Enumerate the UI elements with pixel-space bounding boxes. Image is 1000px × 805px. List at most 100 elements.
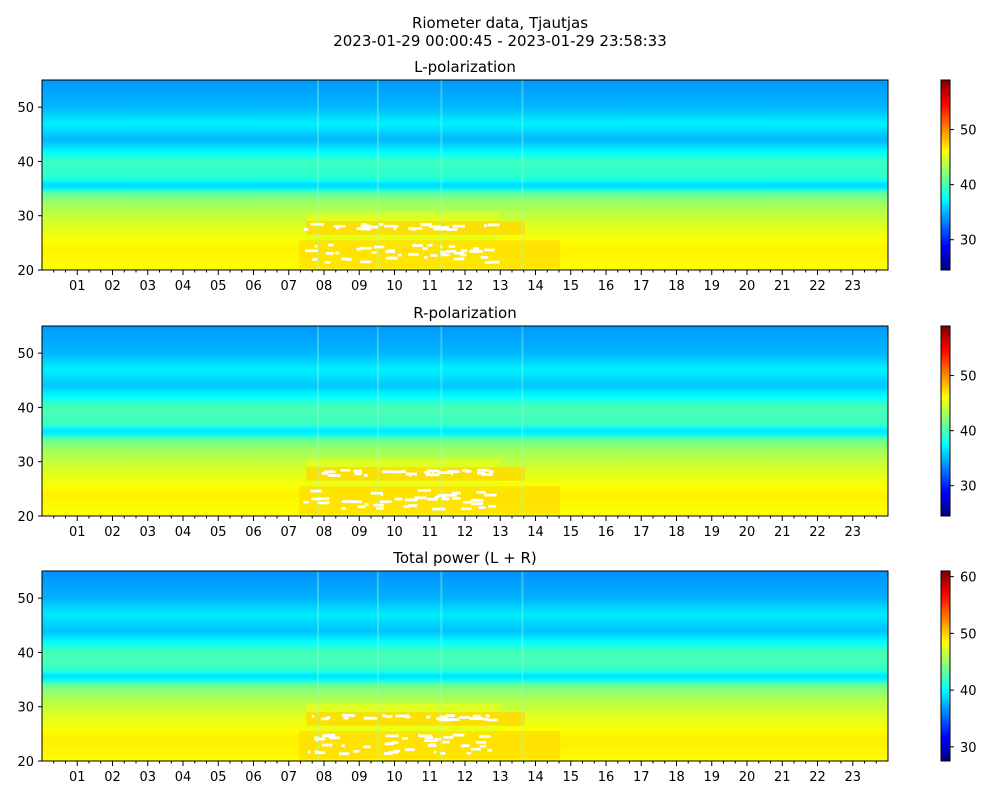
y-tick-label: 20 xyxy=(17,755,34,770)
colorbar-tick-label: 50 xyxy=(960,627,977,642)
x-tick-label: 07 xyxy=(280,279,297,294)
x-tick-label: 05 xyxy=(210,279,227,294)
x-tick-label: 21 xyxy=(774,770,791,785)
saturation-region xyxy=(299,326,561,516)
x-tick-label: 20 xyxy=(739,770,756,785)
x-tick-label: 23 xyxy=(844,279,861,294)
x-tick-label: 13 xyxy=(492,525,509,540)
x-tick-label: 09 xyxy=(351,525,368,540)
colorbar-tick-label: 30 xyxy=(960,741,977,756)
x-tick-label: 15 xyxy=(562,279,579,294)
x-tick-label: 12 xyxy=(457,525,474,540)
y-tick-label: 20 xyxy=(17,264,34,279)
x-tick-label: 22 xyxy=(809,279,826,294)
x-tick-label: 15 xyxy=(562,525,579,540)
x-tick-label: 19 xyxy=(703,279,720,294)
x-tick-label: 14 xyxy=(527,770,544,785)
x-tick-label: 12 xyxy=(457,770,474,785)
x-tick-label: 21 xyxy=(774,279,791,294)
x-tick-label: 04 xyxy=(175,279,192,294)
x-tick-label: 08 xyxy=(316,525,333,540)
x-tick-label: 15 xyxy=(562,770,579,785)
figure-title: Riometer data, Tjautjas xyxy=(412,14,588,32)
x-tick-label: 09 xyxy=(351,279,368,294)
x-tick-label: 23 xyxy=(844,525,861,540)
x-tick-label: 05 xyxy=(210,770,227,785)
x-tick-label: 07 xyxy=(280,525,297,540)
x-tick-label: 22 xyxy=(809,525,826,540)
x-tick-label: 02 xyxy=(104,525,121,540)
x-tick-label: 04 xyxy=(175,770,192,785)
panel-2: R-polarization 01 02 03 04 05 06 07 08 09 10 11 12 13… xyxy=(17,304,976,540)
x-tick-label: 13 xyxy=(492,770,509,785)
colorbar-tick-label: 40 xyxy=(960,179,977,194)
x-tick-label: 10 xyxy=(386,279,403,294)
x-tick-label: 18 xyxy=(668,525,685,540)
y-tick-label: 50 xyxy=(17,592,34,607)
colorbar-tick-label: 40 xyxy=(960,425,977,440)
colorbar: 30 40 50 xyxy=(940,325,977,517)
x-tick-label: 22 xyxy=(809,770,826,785)
y-tick-label: 20 xyxy=(17,510,34,525)
x-tick-label: 01 xyxy=(69,279,86,294)
x-tick-label: 03 xyxy=(139,279,156,294)
x-tick-label: 17 xyxy=(633,525,650,540)
x-tick-label: 12 xyxy=(457,279,474,294)
x-tick-label: 16 xyxy=(598,525,615,540)
colorbar-tick-label: 60 xyxy=(960,571,977,586)
colorbar-bar xyxy=(940,570,951,762)
panel-title: R-polarization xyxy=(413,304,516,322)
x-tick-label: 23 xyxy=(844,770,861,785)
x-tick-label: 08 xyxy=(316,279,333,294)
x-tick-label: 21 xyxy=(774,525,791,540)
x-tick-label: 18 xyxy=(668,279,685,294)
x-tick-label: 13 xyxy=(492,279,509,294)
saturation-region xyxy=(299,571,561,761)
colorbar-bar xyxy=(940,79,951,271)
x-tick-label: 19 xyxy=(703,770,720,785)
panel-title: L-polarization xyxy=(414,58,516,76)
colorbar: 30 40 50 60 xyxy=(940,570,977,762)
x-tick-label: 01 xyxy=(69,525,86,540)
x-tick-label: 10 xyxy=(386,770,403,785)
colorbar-tick-label: 50 xyxy=(960,124,977,139)
colorbar-bar xyxy=(940,325,951,517)
y-tick-label: 30 xyxy=(17,210,34,225)
x-tick-label: 02 xyxy=(104,279,121,294)
y-tick-label: 50 xyxy=(17,101,34,116)
x-tick-label: 03 xyxy=(139,525,156,540)
x-tick-label: 19 xyxy=(703,525,720,540)
x-tick-label: 04 xyxy=(175,525,192,540)
x-tick-label: 20 xyxy=(739,279,756,294)
x-tick-label: 06 xyxy=(245,279,262,294)
y-tick-label: 40 xyxy=(17,155,34,170)
y-tick-label: 50 xyxy=(17,347,34,362)
x-tick-label: 09 xyxy=(351,770,368,785)
x-tick-label: 08 xyxy=(316,770,333,785)
figure-subtitle: 2023-01-29 00:00:45 - 2023-01-29 23:58:3… xyxy=(333,32,667,50)
x-tick-label: 06 xyxy=(245,525,262,540)
x-tick-label: 20 xyxy=(739,525,756,540)
x-tick-label: 06 xyxy=(245,770,262,785)
x-tick-label: 07 xyxy=(280,770,297,785)
colorbar-tick-label: 30 xyxy=(960,234,977,249)
x-tick-label: 11 xyxy=(421,279,438,294)
x-tick-label: 18 xyxy=(668,770,685,785)
panel-title: Total power (L + R) xyxy=(392,549,537,567)
y-tick-label: 40 xyxy=(17,646,34,661)
panel-3: Total power (L + R) 01 02 03 04 05 06 07 08 09 10 1… xyxy=(17,549,976,785)
x-tick-label: 16 xyxy=(598,279,615,294)
x-tick-label: 02 xyxy=(104,770,121,785)
y-tick-label: 40 xyxy=(17,401,34,416)
x-tick-label: 05 xyxy=(210,525,227,540)
x-tick-label: 11 xyxy=(421,525,438,540)
saturation-region xyxy=(299,80,561,270)
y-tick-label: 30 xyxy=(17,456,34,471)
x-tick-label: 14 xyxy=(527,525,544,540)
x-tick-label: 17 xyxy=(633,770,650,785)
x-tick-label: 10 xyxy=(386,525,403,540)
panel-1: L-polarization 01 02 03 04 05 06 07 08 09 10 11 12 13… xyxy=(17,58,976,294)
x-tick-label: 01 xyxy=(69,770,86,785)
